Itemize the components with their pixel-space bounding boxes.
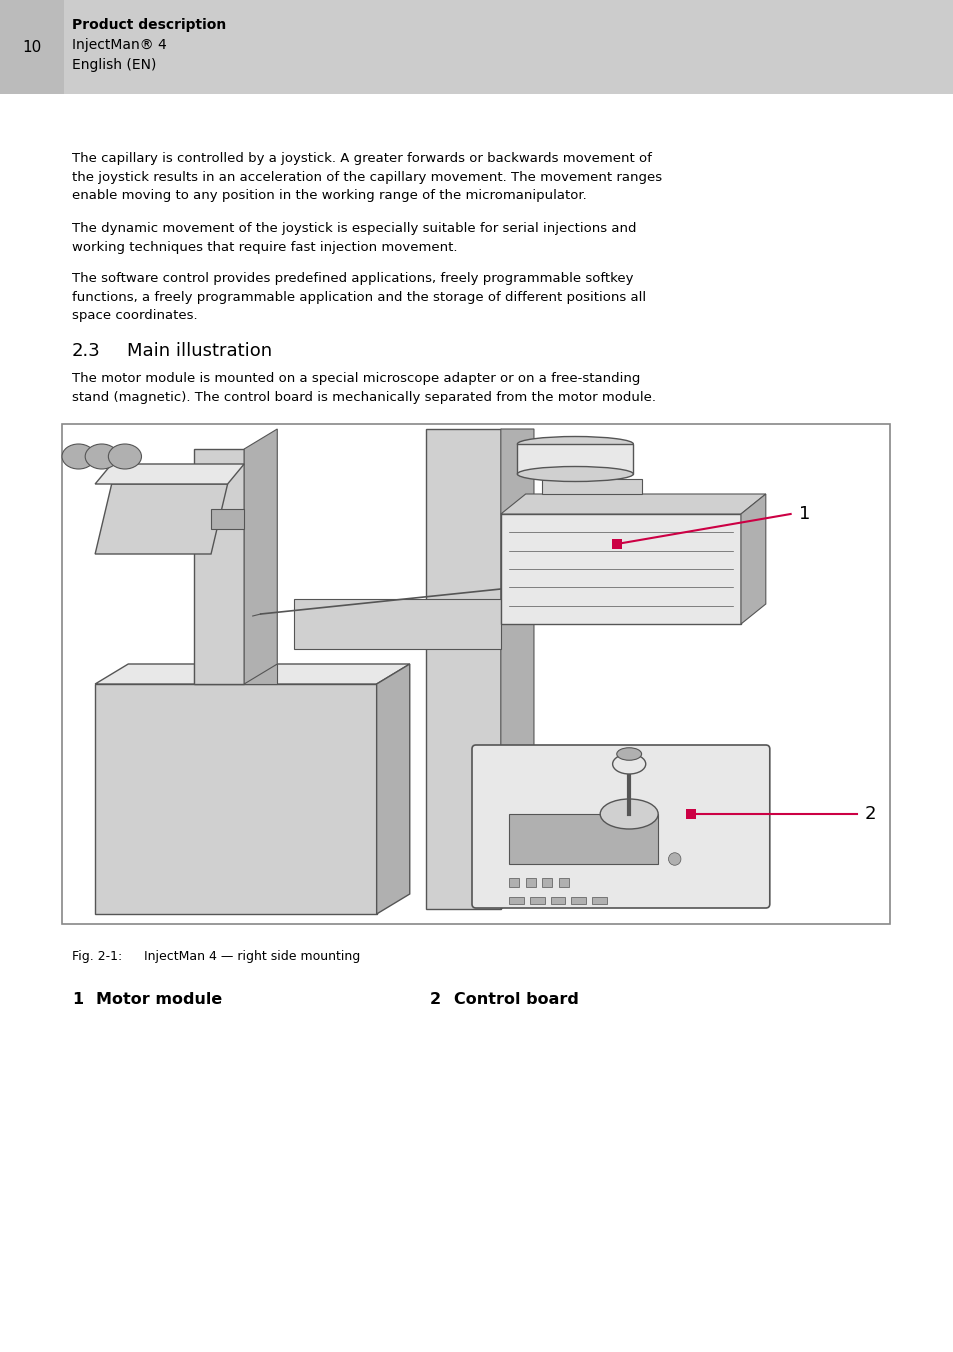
- Polygon shape: [426, 429, 500, 909]
- Bar: [541, 877, 552, 887]
- Polygon shape: [95, 484, 228, 554]
- Bar: [509, 814, 658, 864]
- Ellipse shape: [668, 853, 680, 865]
- Ellipse shape: [517, 437, 633, 452]
- Bar: [62, 425, 889, 923]
- Polygon shape: [500, 493, 765, 514]
- Text: InjectMan® 4: InjectMan® 4: [71, 38, 167, 51]
- Bar: [611, 539, 621, 549]
- Polygon shape: [376, 664, 410, 914]
- Text: 2.3: 2.3: [71, 342, 101, 360]
- Polygon shape: [194, 449, 244, 684]
- Ellipse shape: [599, 799, 658, 829]
- Polygon shape: [740, 493, 765, 625]
- Polygon shape: [95, 464, 244, 484]
- Polygon shape: [95, 684, 376, 914]
- Bar: [558, 877, 568, 887]
- Text: Motor module: Motor module: [96, 992, 222, 1007]
- Ellipse shape: [62, 443, 95, 469]
- Ellipse shape: [85, 443, 118, 469]
- Ellipse shape: [517, 466, 633, 481]
- Polygon shape: [244, 429, 277, 684]
- Text: 2: 2: [864, 804, 876, 823]
- Text: The dynamic movement of the joystick is especially suitable for serial injection: The dynamic movement of the joystick is …: [71, 222, 636, 254]
- Text: English (EN): English (EN): [71, 58, 156, 72]
- Bar: [685, 808, 696, 819]
- Ellipse shape: [109, 443, 141, 469]
- Bar: [591, 896, 606, 904]
- Bar: [525, 877, 535, 887]
- Polygon shape: [95, 664, 410, 684]
- Ellipse shape: [612, 754, 645, 773]
- Bar: [571, 896, 585, 904]
- Text: The motor module is mounted on a special microscope adapter or on a free-standin: The motor module is mounted on a special…: [71, 372, 656, 403]
- Bar: [550, 896, 565, 904]
- Bar: [0, 0, 953, 95]
- Text: 10: 10: [22, 39, 42, 54]
- Bar: [529, 896, 544, 904]
- Text: 2: 2: [430, 992, 440, 1007]
- Bar: [509, 896, 523, 904]
- Text: 1: 1: [71, 992, 83, 1007]
- Polygon shape: [541, 479, 641, 493]
- FancyBboxPatch shape: [472, 745, 769, 909]
- Bar: [0, 0, 64, 95]
- Polygon shape: [500, 514, 740, 625]
- Text: The software control provides predefined applications, freely programmable softk: The software control provides predefined…: [71, 272, 645, 322]
- Polygon shape: [194, 664, 277, 684]
- Text: 1: 1: [798, 506, 809, 523]
- Text: Control board: Control board: [454, 992, 578, 1007]
- Text: Product description: Product description: [71, 18, 226, 32]
- Bar: [509, 877, 518, 887]
- Text: Main illustration: Main illustration: [127, 342, 272, 360]
- Text: Fig. 2-1:: Fig. 2-1:: [71, 950, 122, 963]
- Text: The capillary is controlled by a joystick. A greater forwards or backwards movem: The capillary is controlled by a joystic…: [71, 151, 661, 201]
- Polygon shape: [294, 599, 500, 649]
- Polygon shape: [500, 429, 534, 909]
- Polygon shape: [517, 443, 633, 475]
- Ellipse shape: [616, 748, 641, 760]
- Text: InjectMan 4 — right side mounting: InjectMan 4 — right side mounting: [144, 950, 360, 963]
- Polygon shape: [211, 508, 244, 529]
